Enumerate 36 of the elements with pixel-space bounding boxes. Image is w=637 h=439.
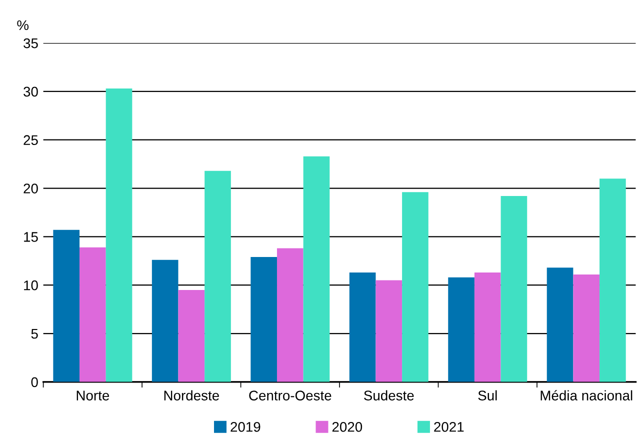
bar — [349, 272, 376, 382]
bar — [474, 272, 501, 382]
x-tick-label: Sul — [478, 390, 497, 400]
bar — [573, 274, 600, 382]
x-tick-label: Média nacional — [540, 390, 632, 400]
y-tick-label: 0 — [31, 377, 38, 388]
y-tick-label: 25 — [24, 135, 38, 146]
bar — [80, 247, 106, 382]
legend-label: 2019 — [230, 422, 260, 432]
bar — [600, 178, 626, 382]
x-tick-label: Sudeste — [364, 390, 414, 400]
bar — [276, 248, 304, 382]
bar — [152, 260, 178, 382]
bar — [204, 170, 231, 382]
bar — [500, 196, 528, 382]
bar — [53, 230, 80, 382]
bar — [448, 277, 474, 382]
y-tick-label: 35 — [24, 38, 38, 48]
bar — [250, 257, 277, 382]
y-tick-label: 5 — [31, 328, 38, 339]
y-tick-label: 15 — [24, 232, 38, 242]
y-axis-title: % — [17, 20, 29, 30]
x-tick-label: Nordeste — [164, 390, 219, 400]
legend-label: 2020 — [332, 422, 362, 432]
y-tick-label: 20 — [24, 184, 38, 194]
bar — [106, 88, 132, 382]
bar — [303, 156, 330, 382]
y-tick-label: 10 — [24, 280, 38, 290]
bar — [402, 192, 428, 382]
bar — [178, 290, 205, 382]
bar — [546, 268, 574, 382]
x-tick-label: Norte — [76, 390, 110, 400]
legend-label: 2021 — [434, 422, 464, 432]
x-tick-label: Centro-Oeste — [249, 390, 332, 400]
y-tick-label: 30 — [24, 86, 38, 97]
bar — [376, 280, 402, 382]
